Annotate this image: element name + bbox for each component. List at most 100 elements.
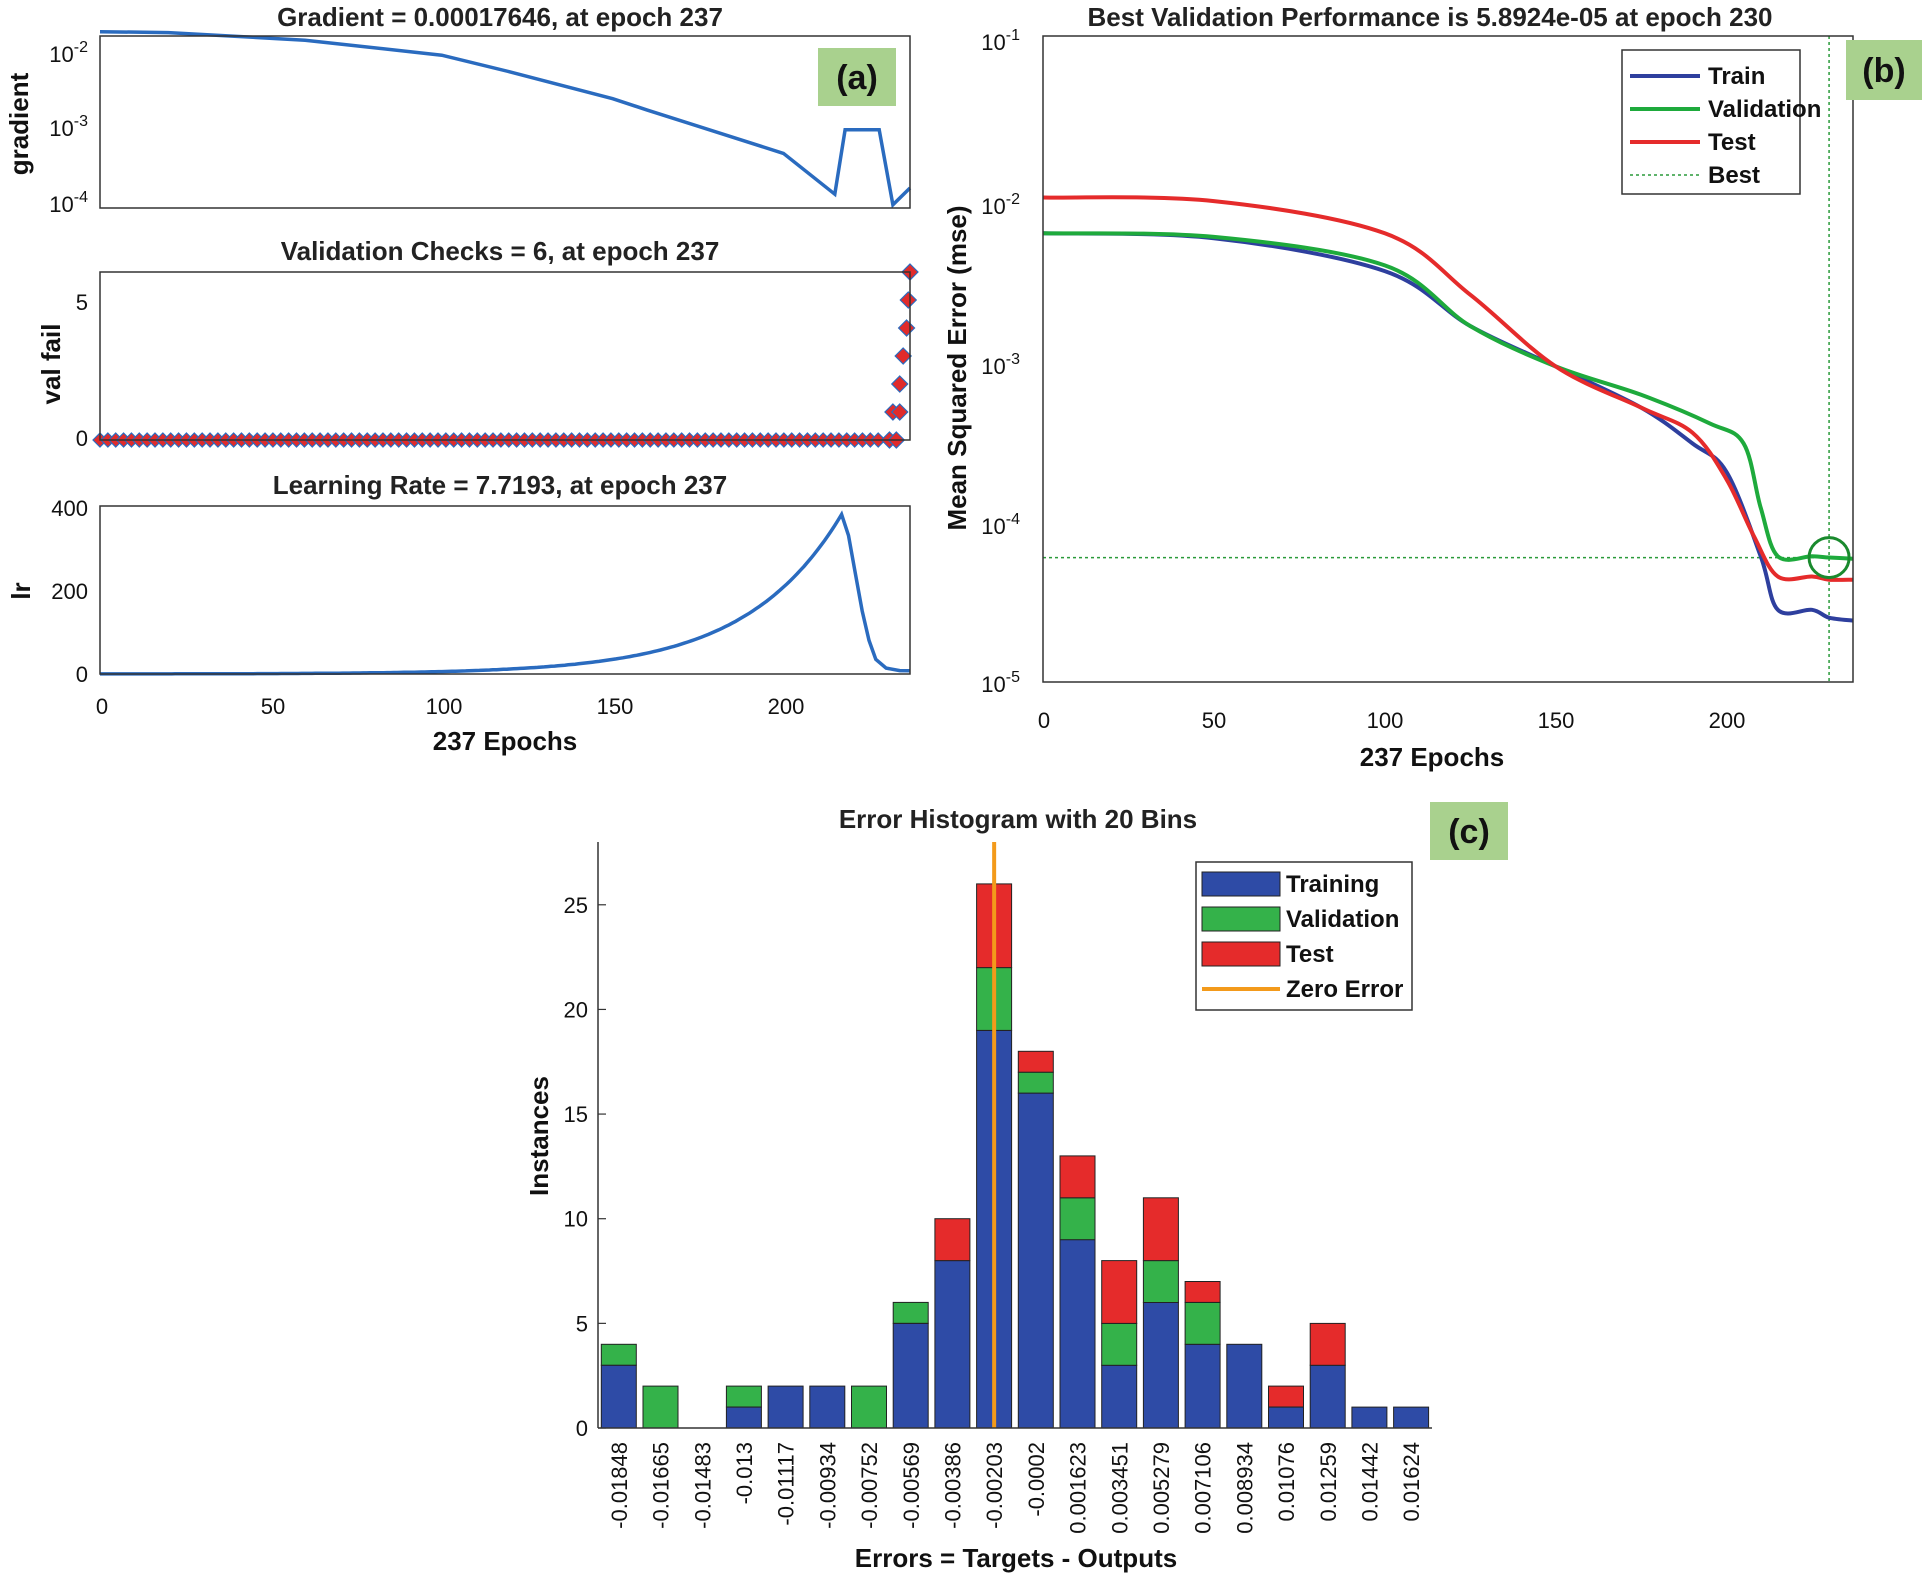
histogram-ytick: 20 bbox=[564, 997, 588, 1022]
panel-tag-a-bg bbox=[818, 48, 896, 106]
lr-ytick-0: 0 bbox=[76, 662, 88, 687]
panel-tag-b-bg bbox=[1846, 40, 1922, 100]
performance-ytick-3: 10-3 bbox=[981, 351, 1020, 379]
legend-test-hist-label: Test bbox=[1286, 941, 1334, 968]
histogram-xtick: -0.01665 bbox=[649, 1442, 674, 1529]
histogram-bar-training bbox=[1309, 1364, 1346, 1429]
performance-xlabel: 237 Epochs bbox=[1360, 742, 1505, 772]
histogram-bar-test bbox=[934, 1218, 971, 1262]
histogram-bar-test bbox=[1059, 1155, 1096, 1199]
lr-xtick-0: 0 bbox=[96, 694, 108, 719]
histogram-bar-training bbox=[1101, 1364, 1138, 1429]
lr-ytick-400: 400 bbox=[51, 496, 88, 521]
histogram-bar-training bbox=[725, 1406, 762, 1429]
histogram-bar-training bbox=[809, 1385, 846, 1429]
panel-tag-c-label: (c) bbox=[1448, 813, 1490, 851]
performance-ytick-1: 10-1 bbox=[981, 27, 1020, 55]
histogram-bar-test bbox=[1101, 1260, 1138, 1324]
valcheck-marker bbox=[897, 319, 916, 337]
histogram-xtick: -0.0002 bbox=[1024, 1442, 1049, 1517]
histogram-bar-test bbox=[1309, 1322, 1346, 1366]
histogram-xtick: 0.01076 bbox=[1274, 1442, 1299, 1522]
histogram-xticks: -0.01848 -0.01665 -0.01483 -0.013 -0.01117 -0… bbox=[607, 1442, 1424, 1534]
valcheck-marker bbox=[899, 291, 918, 309]
legend-zero-error-label: Zero Error bbox=[1286, 976, 1403, 1003]
performance-ylabel: Mean Squared Error (mse) bbox=[942, 205, 972, 530]
legend-training-label: Training bbox=[1286, 871, 1379, 898]
histogram-xtick: -0.00386 bbox=[941, 1442, 966, 1529]
histogram-bars bbox=[600, 883, 1430, 1429]
histogram-xtick: -0.00203 bbox=[982, 1442, 1007, 1529]
histogram-bar-validation bbox=[851, 1385, 887, 1429]
lr-xtick-100: 100 bbox=[426, 694, 463, 719]
histogram-bar-training bbox=[1059, 1239, 1096, 1429]
lr-series-line bbox=[100, 510, 911, 676]
legend-validation-label: Validation bbox=[1708, 96, 1821, 123]
gradient-axes-box bbox=[99, 35, 911, 209]
gradient-ytick-2: 10-3 bbox=[49, 113, 88, 141]
performance-xtick-100: 100 bbox=[1367, 708, 1404, 733]
valcheck-axes-box bbox=[99, 271, 911, 441]
valcheck-markers bbox=[92, 263, 919, 449]
histogram-bar-training bbox=[1393, 1406, 1430, 1429]
histogram-bar-validation bbox=[1184, 1301, 1221, 1345]
histogram-yticks: 0 5 10 15 20 25 bbox=[564, 893, 606, 1441]
gradient-plot: Gradient = 0.00017646, at epoch 237 grad… bbox=[4, 2, 912, 217]
gradient-ytick-3: 10-4 bbox=[49, 189, 88, 217]
lr-xtick-200: 200 bbox=[768, 694, 805, 719]
panel-tag-b: (b) bbox=[1846, 40, 1922, 100]
gradient-ytick-1: 10-2 bbox=[49, 39, 88, 67]
histogram-bar-test bbox=[1268, 1385, 1304, 1408]
lr-xtick-150: 150 bbox=[597, 694, 634, 719]
histogram-xtick: -0.01848 bbox=[607, 1442, 632, 1529]
lr-ytick-200: 200 bbox=[51, 579, 88, 604]
histogram-xtick: 0.01259 bbox=[1316, 1442, 1341, 1522]
histogram-ytick: 15 bbox=[564, 1102, 588, 1127]
histogram-xtick: 0.007106 bbox=[1191, 1442, 1216, 1534]
validation-series-line bbox=[1042, 231, 1854, 562]
histogram-legend: Training Validation Test Zero Error bbox=[1195, 861, 1413, 1011]
best-point-marker bbox=[1807, 536, 1851, 580]
histogram-xtick: -0.00752 bbox=[857, 1442, 882, 1529]
histogram-xtick: -0.01117 bbox=[774, 1442, 799, 1526]
performance-xtick-50: 50 bbox=[1202, 708, 1226, 733]
histogram-ytick: 10 bbox=[564, 1207, 588, 1232]
lr-ylabel: lr bbox=[6, 582, 36, 599]
histogram-bar-training bbox=[934, 1260, 971, 1429]
histogram-xtick: 0.003451 bbox=[1107, 1442, 1132, 1534]
histogram-bar-training bbox=[892, 1322, 929, 1429]
histogram-bar-training bbox=[1226, 1343, 1263, 1429]
histogram-xtick: 0.005279 bbox=[1149, 1442, 1174, 1534]
performance-xtick-200: 200 bbox=[1709, 708, 1746, 733]
legend-validation-hist-label: Validation bbox=[1286, 906, 1399, 933]
histogram-ytick: 25 bbox=[564, 893, 588, 918]
histogram-xtick: 0.01442 bbox=[1358, 1442, 1383, 1522]
test-series-line bbox=[1042, 195, 1854, 582]
lr-axes-box bbox=[99, 505, 911, 675]
valcheck-ylabel: val fail bbox=[36, 324, 66, 405]
performance-ytick-4: 10-4 bbox=[981, 511, 1020, 539]
valcheck-plot: Validation Checks = 6, at epoch 237 val … bbox=[36, 236, 919, 451]
performance-ytick-5: 10-5 bbox=[981, 669, 1020, 697]
legend-test-swatch bbox=[1201, 941, 1281, 967]
histogram-bar-validation bbox=[725, 1385, 762, 1408]
histogram-bar-validation bbox=[600, 1343, 637, 1366]
histogram-bar-validation bbox=[1101, 1322, 1138, 1366]
histogram-xtick: 0.008934 bbox=[1232, 1442, 1257, 1534]
gradient-title: Gradient = 0.00017646, at epoch 237 bbox=[277, 2, 723, 32]
lr-title: Learning Rate = 7.7193, at epoch 237 bbox=[273, 470, 727, 500]
histogram-ytick: 5 bbox=[576, 1311, 588, 1336]
histogram-bar-training bbox=[600, 1364, 637, 1429]
histogram-xtick: -0.013 bbox=[732, 1442, 757, 1504]
legend-best-label: Best bbox=[1708, 162, 1760, 189]
histogram-title: Error Histogram with 20 Bins bbox=[839, 804, 1197, 834]
histogram-bar-validation bbox=[1017, 1071, 1054, 1094]
histogram-bar-training bbox=[767, 1385, 804, 1429]
histogram-bar-validation bbox=[1059, 1197, 1096, 1241]
legend-test-label: Test bbox=[1708, 129, 1756, 156]
performance-xtick-0: 0 bbox=[1038, 708, 1050, 733]
histogram-xtick: -0.01483 bbox=[690, 1442, 715, 1529]
histogram-bar-validation bbox=[642, 1385, 679, 1429]
gradient-ylabel: gradient bbox=[4, 72, 34, 175]
legend-train-label: Train bbox=[1708, 63, 1765, 90]
